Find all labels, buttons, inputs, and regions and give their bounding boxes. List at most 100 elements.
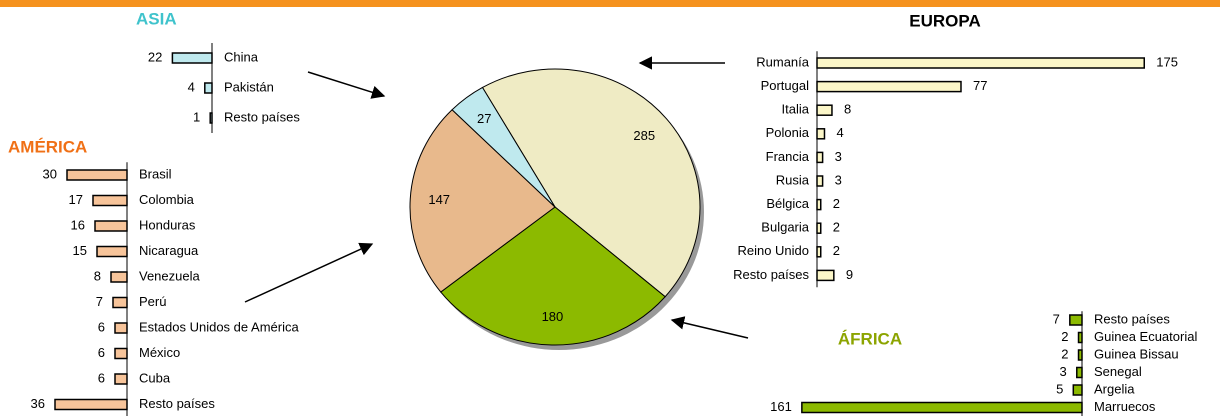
bar	[204, 82, 213, 94]
bar	[1076, 366, 1083, 379]
bar	[816, 222, 822, 234]
value-label: 161	[770, 399, 792, 414]
bar	[816, 80, 962, 93]
category-label: Brasil	[139, 166, 172, 181]
category-label: Senegal	[1094, 364, 1142, 379]
value-label: 3	[835, 149, 842, 164]
value-label: 8	[94, 268, 101, 283]
pie-slice	[440, 206, 666, 346]
bar	[816, 104, 833, 116]
pie-slice	[409, 109, 556, 293]
bar	[816, 57, 1145, 69]
value-label: 17	[69, 192, 83, 207]
value-label: 8	[844, 102, 851, 117]
bar	[1077, 349, 1083, 361]
value-label: 4	[188, 79, 195, 94]
category-label: Rumanía	[756, 54, 810, 69]
arrows	[244, 56, 749, 339]
section-title: ASIA	[136, 9, 177, 28]
bar	[1069, 314, 1083, 326]
bar	[801, 401, 1083, 414]
bar	[114, 373, 128, 385]
category-label: Honduras	[139, 217, 196, 232]
bar	[96, 245, 128, 258]
category-label: Portugal	[761, 78, 810, 93]
bar	[816, 151, 824, 164]
slice-label: 285	[633, 128, 655, 143]
bar	[816, 128, 826, 140]
category-label: Pakistán	[224, 79, 274, 94]
category-label: Rusia	[776, 172, 810, 187]
slice-label: 147	[428, 192, 450, 207]
bar	[1072, 384, 1083, 396]
section-title: ÁFRICA	[838, 329, 902, 348]
value-label: 36	[31, 396, 45, 411]
category-label: Resto países	[1094, 311, 1170, 326]
bar	[112, 296, 128, 309]
pie-slice	[451, 86, 556, 208]
category-label: Nicaragua	[139, 243, 199, 258]
category-label: Bulgaria	[761, 220, 809, 235]
bar	[816, 269, 835, 282]
category-label: Italia	[782, 102, 810, 117]
category-label: Guinea Bissau	[1094, 346, 1179, 361]
category-label: Reino Unido	[737, 243, 809, 258]
value-label: 4	[836, 125, 843, 140]
value-label: 175	[1156, 54, 1178, 69]
category-label: Estados Unidos de América	[139, 319, 299, 334]
bar	[816, 175, 824, 187]
value-label: 30	[43, 166, 57, 181]
value-label: 6	[98, 345, 105, 360]
slice-label: 27	[477, 111, 491, 126]
category-label: Resto países	[139, 396, 215, 411]
value-label: 16	[71, 217, 85, 232]
section-title: EUROPA	[909, 11, 980, 30]
category-label: Venezuela	[139, 268, 200, 283]
bar	[1077, 331, 1083, 344]
category-label: Polonia	[766, 125, 810, 140]
category-label: Cuba	[139, 370, 171, 385]
value-label: 6	[98, 370, 105, 385]
header-band	[0, 0, 1220, 7]
category-label: Argelia	[1094, 381, 1135, 396]
bar	[54, 398, 128, 411]
bar	[66, 169, 128, 181]
value-label: 7	[1053, 311, 1060, 326]
value-label: 2	[833, 243, 840, 258]
bar	[171, 52, 213, 64]
pie-slice	[481, 68, 701, 298]
value-label: 15	[73, 243, 87, 258]
section-title: AMÉRICA	[8, 137, 87, 156]
bar	[816, 246, 822, 258]
slice-label: 180	[542, 309, 564, 324]
value-label: 6	[98, 319, 105, 334]
value-label: 2	[1061, 346, 1068, 361]
bar	[209, 112, 213, 124]
bar	[92, 194, 128, 207]
value-label: 77	[973, 78, 987, 93]
bar	[110, 271, 128, 283]
value-label: 3	[1060, 364, 1067, 379]
category-label: Resto países	[733, 267, 809, 282]
value-label: 2	[1061, 329, 1068, 344]
bar	[94, 220, 128, 232]
category-label: China	[224, 49, 259, 64]
category-label: Resto países	[224, 109, 300, 124]
value-label: 2	[833, 220, 840, 235]
value-label: 7	[96, 294, 103, 309]
category-label: Colombia	[139, 192, 195, 207]
category-label: México	[139, 345, 180, 360]
value-label: 2	[833, 196, 840, 211]
category-label: Perú	[139, 294, 166, 309]
bar	[114, 322, 128, 334]
category-label: Francia	[766, 149, 810, 164]
category-label: Bélgica	[766, 196, 809, 211]
value-label: 22	[148, 49, 162, 64]
category-label: Marruecos	[1094, 399, 1156, 414]
value-label: 3	[835, 172, 842, 187]
value-label: 9	[846, 267, 853, 282]
bar	[816, 198, 822, 211]
value-label: 5	[1056, 381, 1063, 396]
value-label: 1	[193, 109, 200, 124]
